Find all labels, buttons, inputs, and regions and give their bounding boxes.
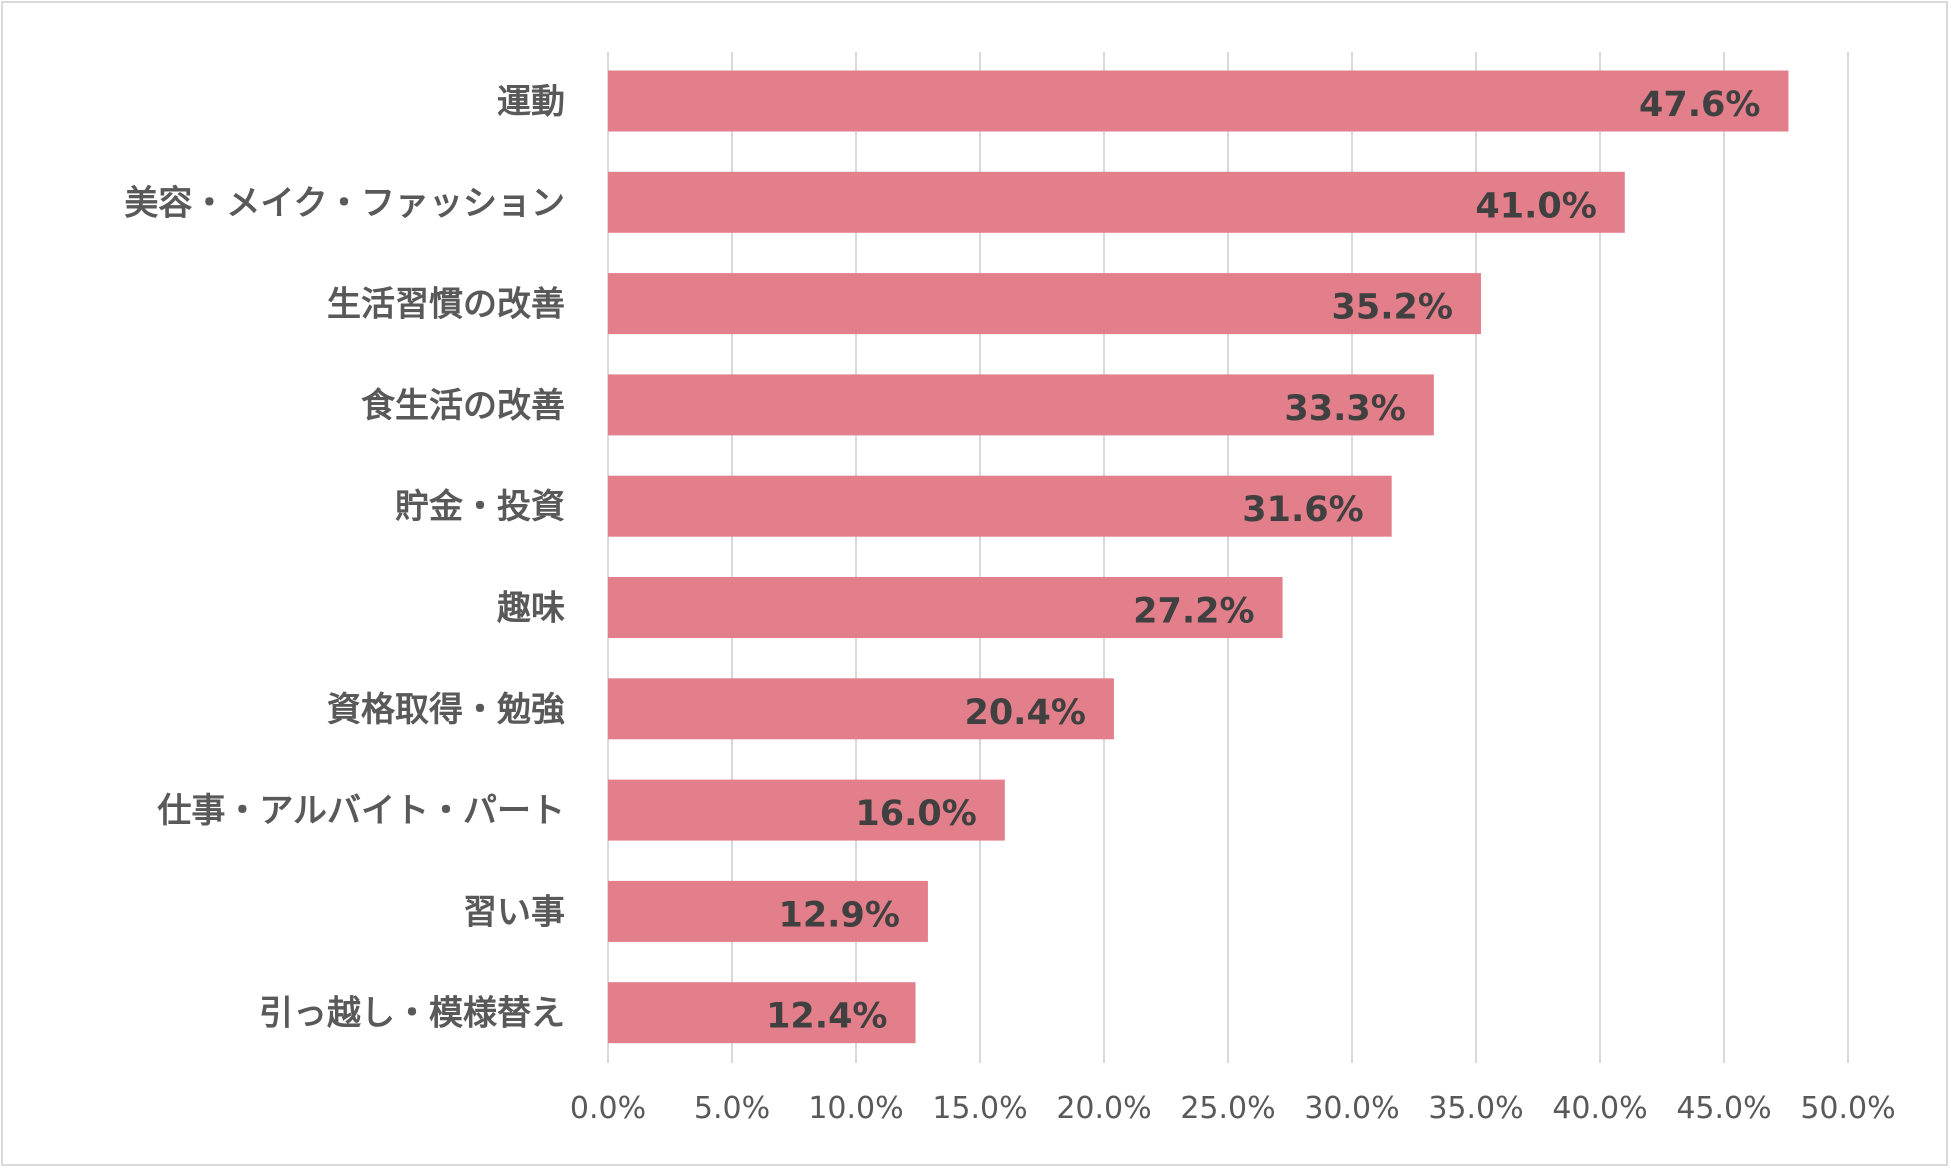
category-label: 美容・メイク・ファッション [124,183,565,223]
bar [608,273,1481,335]
x-tick-label: 20.0% [1056,1091,1151,1126]
category-label: 生活習慣の改善 [327,285,565,325]
x-axis-tick-labels: 0.0% 5.0% 10.0% 15.0% 20.0% 25.0% 30.0% 35.0% 40… [570,1091,1896,1126]
bar-value-label: 16.0% [855,794,976,834]
x-tick-label: 50.0% [1800,1091,1895,1126]
category-label: 趣味 [497,589,565,629]
x-tick-label: 45.0% [1676,1091,1771,1126]
bar [608,70,1789,132]
bar-value-label: 12.9% [778,895,899,935]
category-label: 貯金・投資 [395,487,565,527]
bar [608,374,1434,436]
x-tick-label: 15.0% [932,1091,1027,1126]
x-tick-label: 40.0% [1552,1091,1647,1126]
bar-value-label: 31.6% [1242,490,1363,530]
bar [608,880,928,942]
bar [608,779,1005,841]
category-label: 引っ越し・模様替え [259,994,565,1034]
x-tick-label: 25.0% [1180,1091,1275,1126]
category-label: 運動 [497,82,565,122]
value-labels: 47.6% 41.0% 35.2% 33.3% 31.6% 27.2% 20.4% 16.0%… [766,85,1760,1037]
bar-value-label: 47.6% [1639,85,1760,125]
bar [608,577,1283,638]
bar [608,982,916,1044]
bar-value-label: 35.2% [1332,288,1453,328]
bar-value-label: 27.2% [1133,592,1254,632]
category-label: 仕事・アルバイト・パート [157,791,565,831]
bar-value-label: 33.3% [1284,389,1405,429]
x-tick-label: 10.0% [808,1091,903,1126]
x-tick-label: 5.0% [694,1091,770,1126]
category-label: 習い事 [463,892,565,932]
bar-value-label: 12.4% [766,997,887,1037]
bar [608,171,1625,233]
category-label: 資格取得・勉強 [327,690,565,730]
bar-value-label: 20.4% [964,693,1085,733]
category-label: 食生活の改善 [361,386,565,426]
x-tick-label: 0.0% [570,1091,646,1126]
x-tick-label: 35.0% [1428,1091,1523,1126]
bars [608,70,1789,1044]
bar-value-label: 41.0% [1475,186,1596,226]
category-labels: 運動美容・メイク・ファッション生活習慣の改善食生活の改善貯金・投資趣味資格取得・… [124,82,565,1034]
bar [608,678,1114,740]
bar [608,475,1392,537]
x-tick-label: 30.0% [1304,1091,1399,1126]
